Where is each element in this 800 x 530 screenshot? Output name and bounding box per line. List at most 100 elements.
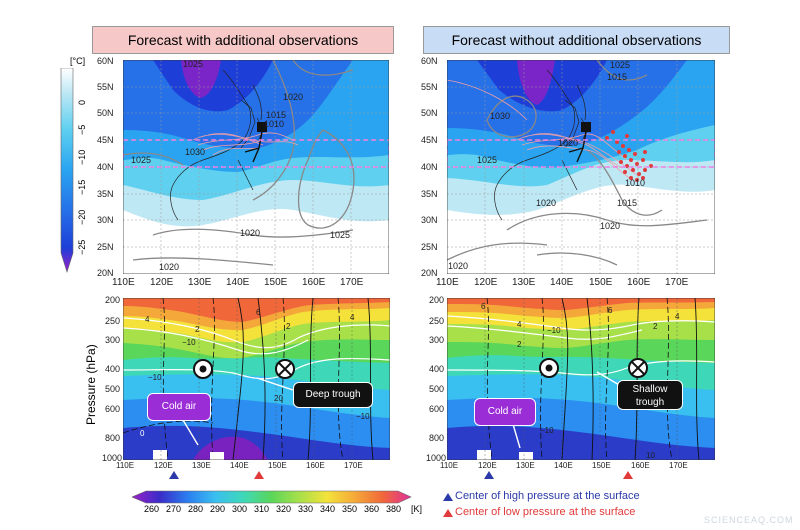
bottom-cb-label: 350 bbox=[342, 504, 358, 514]
section-contour-label: 20 bbox=[274, 394, 283, 403]
low-center-marker-left bbox=[254, 471, 264, 479]
pressure-label: 800 bbox=[105, 433, 121, 443]
deep-trough-label: Deep trough bbox=[293, 382, 373, 408]
pressure-label: 1000 bbox=[426, 453, 447, 463]
pressure-label: 600 bbox=[429, 404, 445, 414]
contour-label: 1010 bbox=[264, 119, 285, 129]
contour-label: 1015 bbox=[266, 110, 287, 120]
pressure-label: 250 bbox=[105, 316, 121, 326]
lat-label: 45N bbox=[421, 135, 438, 145]
section-contour-label: 10 bbox=[646, 451, 655, 460]
top-cb-label-0: 0 bbox=[77, 99, 87, 105]
section-lon-label: 140E bbox=[554, 461, 573, 470]
bottom-cb-label: 300 bbox=[232, 504, 248, 514]
lat-label: 55N bbox=[97, 82, 114, 92]
top-cb-label-5: −25 bbox=[77, 239, 87, 255]
lon-label: 120E bbox=[474, 277, 498, 288]
contour-label: 1020 bbox=[283, 92, 304, 102]
top-cb-label-2: −10 bbox=[77, 149, 87, 165]
legend-high-triangle bbox=[443, 493, 453, 501]
section-contour-label: −10 bbox=[148, 373, 162, 382]
lat-label: 60N bbox=[421, 56, 438, 66]
bottom-cb-label: 260 bbox=[144, 504, 160, 514]
section-lon-label: 110E bbox=[440, 461, 459, 470]
lat-label: 20N bbox=[421, 268, 438, 278]
lon-label: 140E bbox=[226, 277, 250, 288]
lat-label: 55N bbox=[421, 82, 438, 92]
legend-high-text: Center of high pressure at the surface bbox=[455, 490, 640, 502]
lat-label: 40N bbox=[421, 162, 438, 172]
contour-label: 1025 bbox=[610, 60, 631, 70]
pressure-axis-label: Pressure (hPa) bbox=[84, 344, 98, 425]
pressure-label: 400 bbox=[105, 364, 121, 374]
contour-label: 1025 bbox=[330, 230, 351, 240]
top-cb-label-3: −15 bbox=[77, 179, 87, 195]
pressure-label: 1000 bbox=[102, 453, 123, 463]
contour-label: 1030 bbox=[185, 147, 206, 157]
pressure-label: 200 bbox=[429, 295, 445, 305]
section-without-observations bbox=[447, 298, 715, 460]
section-lon-label: 150E bbox=[268, 461, 287, 470]
bottom-cb-label: 360 bbox=[364, 504, 380, 514]
lon-label: 110E bbox=[112, 277, 135, 288]
bottom-colorbar-unit: [K] bbox=[411, 504, 423, 514]
pressure-label: 300 bbox=[429, 335, 445, 345]
top-colorbar-unit: [°C] bbox=[70, 56, 86, 66]
section-lon-label: 130E bbox=[192, 461, 211, 470]
section-contour-label: 2 bbox=[517, 340, 522, 349]
lat-label: 30N bbox=[97, 215, 114, 225]
lon-label: 160E bbox=[627, 277, 651, 288]
lon-label: 130E bbox=[188, 277, 212, 288]
high-center-marker-right bbox=[484, 471, 494, 479]
section-contour-label: 4 bbox=[145, 315, 150, 324]
contour-label: 1025 bbox=[477, 155, 498, 165]
contour-label: 1020 bbox=[448, 261, 469, 271]
bottom-cb-label: 310 bbox=[254, 504, 270, 514]
contour-label: 1015 bbox=[617, 198, 638, 208]
top-cb-label-1: −5 bbox=[77, 124, 87, 135]
bottom-colorbar bbox=[132, 490, 412, 504]
lat-label: 50N bbox=[97, 108, 114, 118]
title-with-observations: Forecast with additional observations bbox=[92, 26, 394, 54]
deep-trough-pointer bbox=[256, 377, 294, 391]
section-contour-label: 6 bbox=[481, 302, 486, 311]
lon-label: 120E bbox=[150, 277, 174, 288]
top-colorbar bbox=[60, 68, 74, 273]
lon-label: 150E bbox=[264, 277, 288, 288]
section-lon-label: 150E bbox=[592, 461, 611, 470]
section-contour-label: 2 bbox=[286, 322, 291, 331]
lon-label: 110E bbox=[436, 277, 459, 288]
bottom-cb-label: 330 bbox=[298, 504, 314, 514]
lon-label: 140E bbox=[550, 277, 574, 288]
low-center-marker-right bbox=[623, 471, 633, 479]
lon-label: 170E bbox=[340, 277, 364, 288]
section-lon-label: 120E bbox=[478, 461, 497, 470]
section-contour-label: 6 bbox=[256, 308, 261, 317]
lat-label: 35N bbox=[421, 189, 438, 199]
section-contour-label: 2 bbox=[195, 325, 200, 334]
section-lon-label: 170E bbox=[669, 461, 688, 470]
contour-label: 1020 bbox=[536, 198, 557, 208]
lat-label: 25N bbox=[97, 242, 114, 252]
high-center-marker-left bbox=[169, 471, 179, 479]
lon-label: 130E bbox=[512, 277, 536, 288]
contour-label: 1020 bbox=[159, 262, 180, 272]
pressure-label: 400 bbox=[429, 364, 445, 374]
cold-air-label-right: Cold air bbox=[474, 398, 536, 426]
lat-label: 50N bbox=[421, 108, 438, 118]
contour-label: 1030 bbox=[490, 111, 511, 121]
bottom-cb-label: 290 bbox=[210, 504, 226, 514]
section-contour-label: −10 bbox=[182, 338, 196, 347]
map-without-observations bbox=[447, 60, 715, 274]
lon-label: 160E bbox=[302, 277, 326, 288]
section-contour-label: 4 bbox=[675, 312, 680, 321]
bottom-cb-label: 380 bbox=[386, 504, 402, 514]
lat-label: 30N bbox=[421, 215, 438, 225]
contour-label: 1025 bbox=[131, 155, 152, 165]
legend-low-text: Center of low pressure at the surface bbox=[455, 506, 636, 518]
section-lon-label: 140E bbox=[230, 461, 249, 470]
bottom-cb-label: 320 bbox=[276, 504, 292, 514]
lat-label: 35N bbox=[97, 189, 114, 199]
section-contour-label: −10 bbox=[547, 326, 561, 335]
section-lon-label: 170E bbox=[344, 461, 363, 470]
